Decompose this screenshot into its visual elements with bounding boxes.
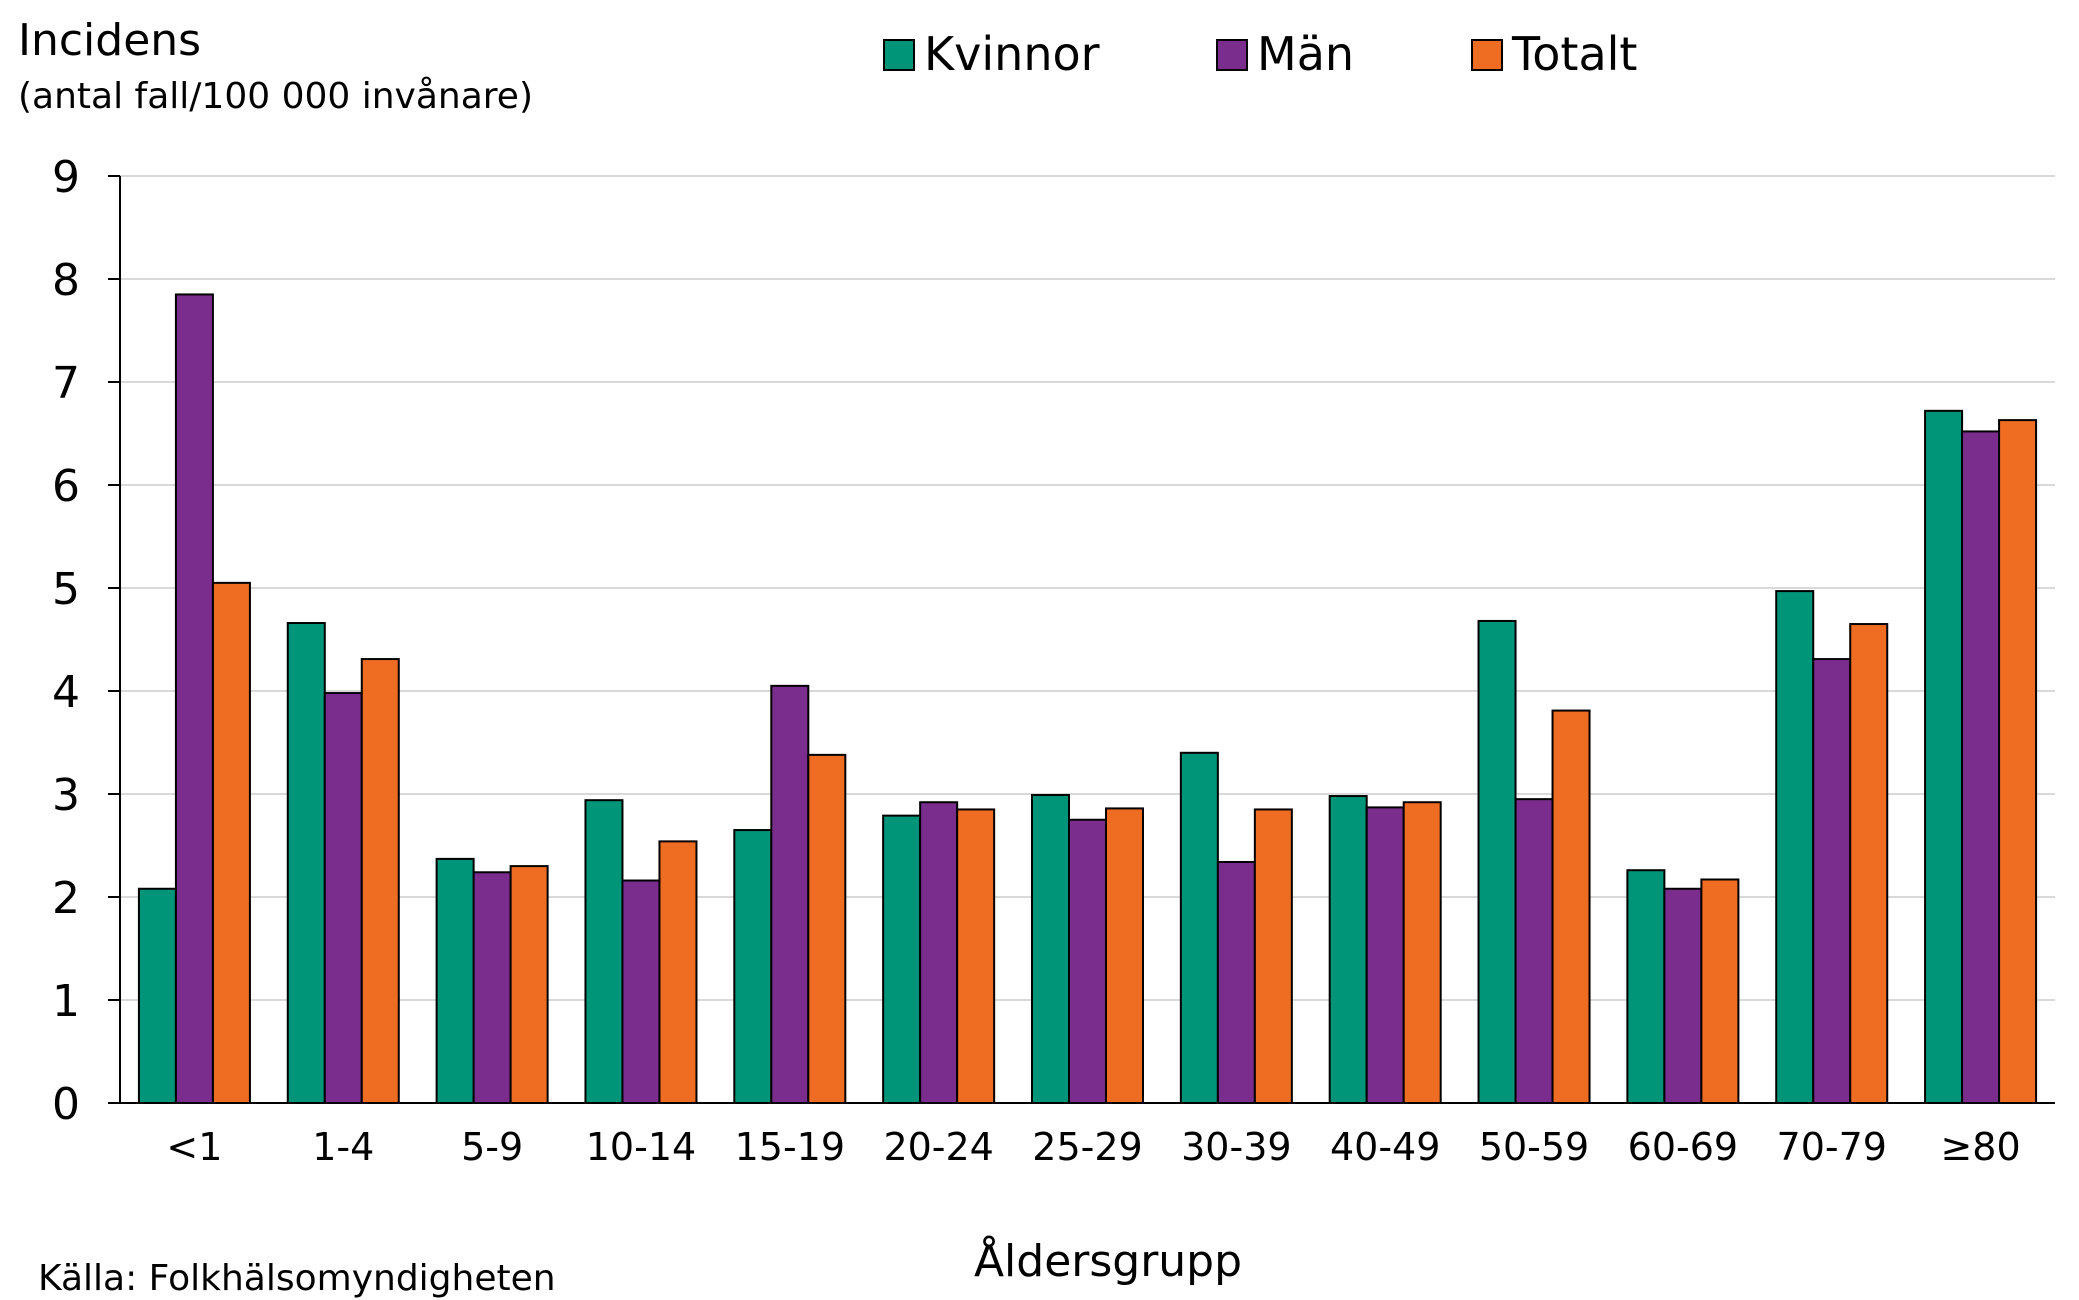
legend-label-totalt: Totalt	[1511, 27, 1637, 81]
legend-swatch-totalt	[1471, 39, 1503, 71]
bar-män-3	[621, 879, 661, 1105]
x-tick-label-9: 50-59	[1479, 1125, 1589, 1169]
x-axis-title: Åldersgrupp	[974, 1234, 1242, 1287]
y-tick-label-2: 2	[52, 873, 80, 924]
y-tick-label-5: 5	[52, 564, 80, 615]
bar-totalt-6	[1105, 807, 1144, 1104]
bar-män-4	[770, 684, 810, 1104]
bar-kvinnor-0	[137, 887, 177, 1105]
legend-label-kvinnor: Kvinnor	[924, 27, 1100, 81]
bar-kvinnor-5	[882, 814, 922, 1104]
x-tick-label-8: 40-49	[1330, 1125, 1440, 1169]
bar-totalt-0	[211, 581, 251, 1104]
y-tick-label-8: 8	[52, 255, 80, 306]
bar-totalt-2	[509, 865, 549, 1104]
y-axis-title: Incidens	[18, 15, 201, 66]
legend-swatch-män	[1216, 39, 1248, 71]
bar-kvinnor-8	[1328, 795, 1368, 1104]
axes	[108, 175, 2055, 1104]
bar-kvinnor-4	[733, 829, 773, 1104]
y-tick-label-3: 3	[52, 770, 80, 821]
bars	[137, 293, 2038, 1105]
bar-kvinnor-3	[584, 799, 624, 1104]
bar-män-12	[1961, 430, 2001, 1104]
bar-kvinnor-7	[1179, 751, 1219, 1104]
x-tick-label-0: <1	[166, 1125, 222, 1169]
x-tick-label-1: 1-4	[312, 1125, 374, 1169]
bar-totalt-10	[1700, 878, 1740, 1104]
bar-totalt-3	[658, 840, 698, 1104]
bar-män-9	[1514, 798, 1554, 1105]
bar-män-8	[1365, 806, 1405, 1104]
x-tick-label-10: 60-69	[1628, 1125, 1738, 1169]
y-tick-label-1: 1	[52, 976, 80, 1027]
bar-män-1	[323, 692, 363, 1104]
x-tick-label-11: 70-79	[1777, 1125, 1887, 1169]
x-tick-label-6: 25-29	[1032, 1125, 1142, 1169]
bar-totalt-8	[1402, 801, 1442, 1104]
y-tick-label-9: 9	[52, 152, 80, 203]
y-tick-label-0: 0	[52, 1079, 80, 1130]
x-tick-label-2: 5-9	[461, 1125, 523, 1169]
bar-kvinnor-12	[1924, 409, 1964, 1104]
bar-män-0	[174, 293, 214, 1104]
bar-kvinnor-1	[286, 622, 326, 1105]
x-tick-label-12: ≥80	[1940, 1125, 2020, 1169]
bar-totalt-11	[1849, 623, 1889, 1104]
legend-label-män: Män	[1257, 27, 1354, 81]
bar-totalt-12	[1998, 419, 2038, 1104]
x-tick-label-7: 30-39	[1181, 1125, 1291, 1169]
legend: Kvinnor Män Totalt	[883, 27, 1637, 81]
y-tick-label-4: 4	[52, 667, 80, 718]
bar-män-7	[1216, 860, 1256, 1104]
bar-män-11	[1812, 658, 1852, 1104]
x-tick-labels: <1 1-4 5-9 10-14 15-19 20-24 25-29 30-39 40-49 50…	[166, 1125, 2020, 1169]
bar-kvinnor-6	[1031, 794, 1070, 1105]
bar-kvinnor-9	[1477, 619, 1517, 1105]
legend-swatch-kvinnor	[883, 39, 915, 71]
y-tick-label-7: 7	[52, 358, 80, 409]
x-tick-label-5: 20-24	[883, 1125, 993, 1169]
bar-totalt-5	[956, 808, 996, 1104]
x-tick-label-4: 15-19	[735, 1125, 845, 1169]
y-axis-subtitle: (antal fall/100 000 invånare)	[18, 76, 533, 117]
bar-män-2	[472, 871, 512, 1105]
bar-totalt-9	[1551, 709, 1591, 1104]
bar-totalt-7	[1253, 808, 1293, 1104]
bar-män-5	[919, 801, 959, 1104]
y-tick-labels: 0 1 2 3 4 5 6 7 8 9	[52, 152, 80, 1130]
bar-kvinnor-11	[1775, 590, 1815, 1105]
source-note: Källa: Folkhälsomyndigheten	[38, 1258, 556, 1299]
bar-män-10	[1663, 887, 1703, 1105]
y-tick-label-6: 6	[52, 461, 80, 512]
bar-totalt-1	[360, 658, 400, 1104]
bar-totalt-4	[807, 753, 847, 1104]
bar-män-6	[1068, 818, 1107, 1104]
x-tick-label-3: 10-14	[586, 1125, 696, 1169]
bar-kvinnor-10	[1626, 869, 1666, 1104]
bar-kvinnor-2	[435, 857, 475, 1105]
